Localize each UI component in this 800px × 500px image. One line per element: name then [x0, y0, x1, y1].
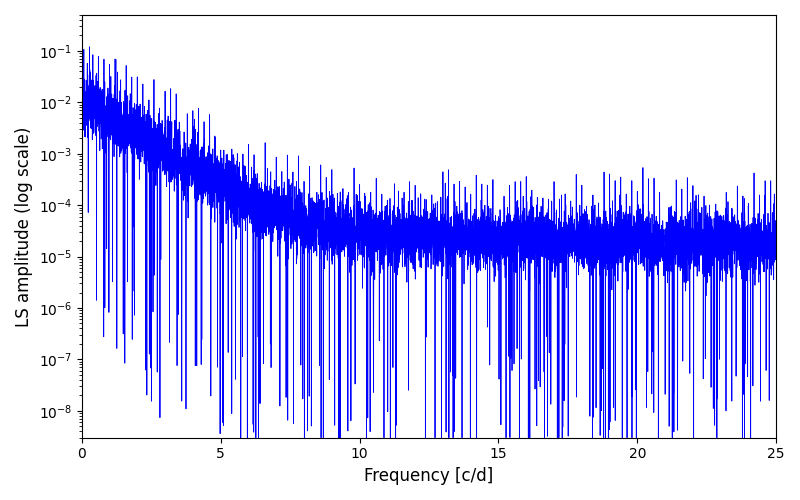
X-axis label: Frequency [c/d]: Frequency [c/d]	[364, 467, 494, 485]
Y-axis label: LS amplitude (log scale): LS amplitude (log scale)	[15, 126, 33, 326]
